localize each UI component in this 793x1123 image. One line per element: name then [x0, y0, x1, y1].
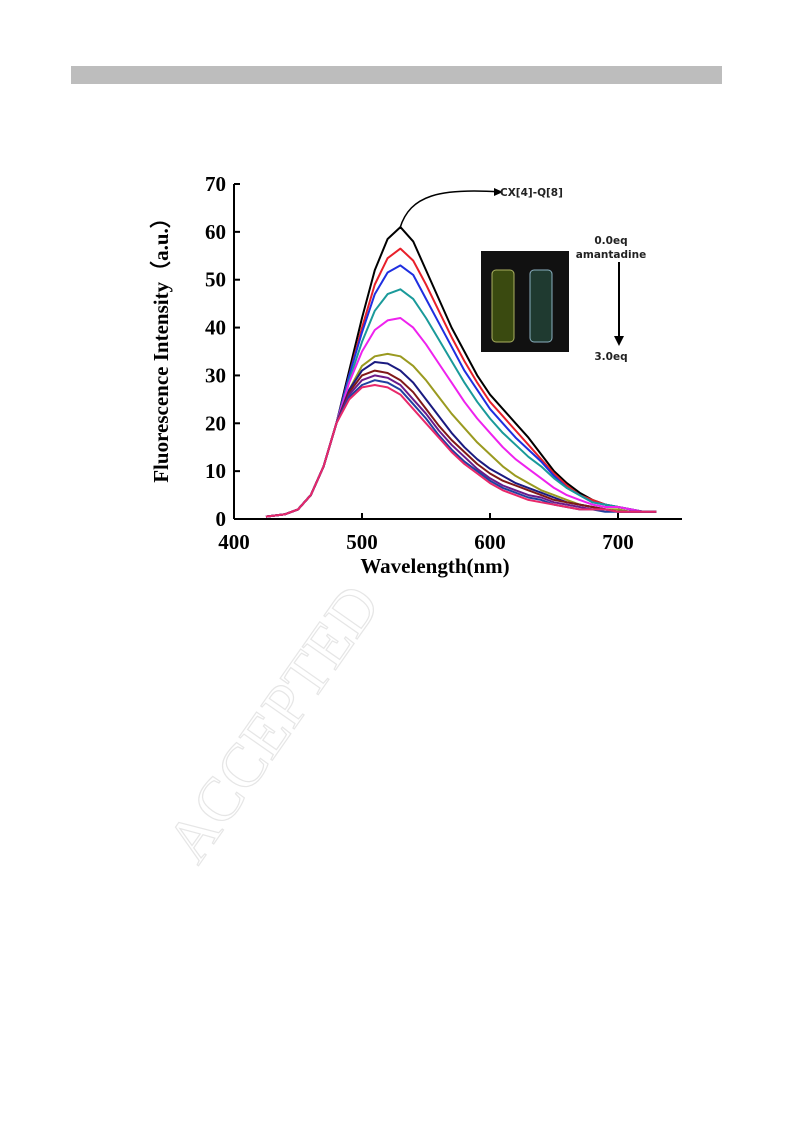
spectrum-line	[265, 317, 657, 518]
chart	[399, 188, 624, 352]
vial	[529, 269, 553, 343]
y-tick-label: 40	[205, 316, 226, 340]
annotation-arrow	[399, 190, 501, 229]
x-tick-label: 600	[474, 530, 506, 554]
x-axis-label: Wavelength(nm)	[360, 554, 509, 578]
spectrum-line	[265, 361, 657, 518]
vial	[491, 269, 515, 343]
x-tick-label: 500	[346, 530, 378, 554]
y-tick-label: 60	[205, 220, 226, 244]
y-axis-label: Fluorescence Intensity（a.u.）	[149, 207, 173, 483]
arrow-head	[614, 336, 624, 346]
y-tick-label: 10	[205, 459, 226, 483]
header-bar	[71, 66, 722, 84]
y-tick-label: 20	[205, 411, 226, 435]
spectrum-line	[265, 288, 657, 518]
y-tick-label: 50	[205, 268, 226, 292]
watermark: ACCEPTED	[154, 573, 393, 874]
spectrum-line	[265, 226, 657, 518]
spectrum-line	[265, 247, 657, 518]
y-tick-label: 30	[205, 363, 226, 387]
spectrum-line	[265, 384, 657, 518]
annotation: amantadine	[576, 249, 646, 261]
annotation: 0.0eq	[594, 235, 627, 247]
x-tick-label: 400	[218, 530, 250, 554]
arrow-head	[494, 188, 503, 196]
spectrum-line	[265, 264, 657, 518]
y-tick-label: 0	[216, 507, 227, 531]
annotation: CX[4]-Q[8]	[500, 187, 563, 199]
y-tick-label: 70	[205, 172, 226, 196]
annotation: 3.0eq	[594, 351, 627, 363]
x-tick-label: 700	[602, 530, 634, 554]
